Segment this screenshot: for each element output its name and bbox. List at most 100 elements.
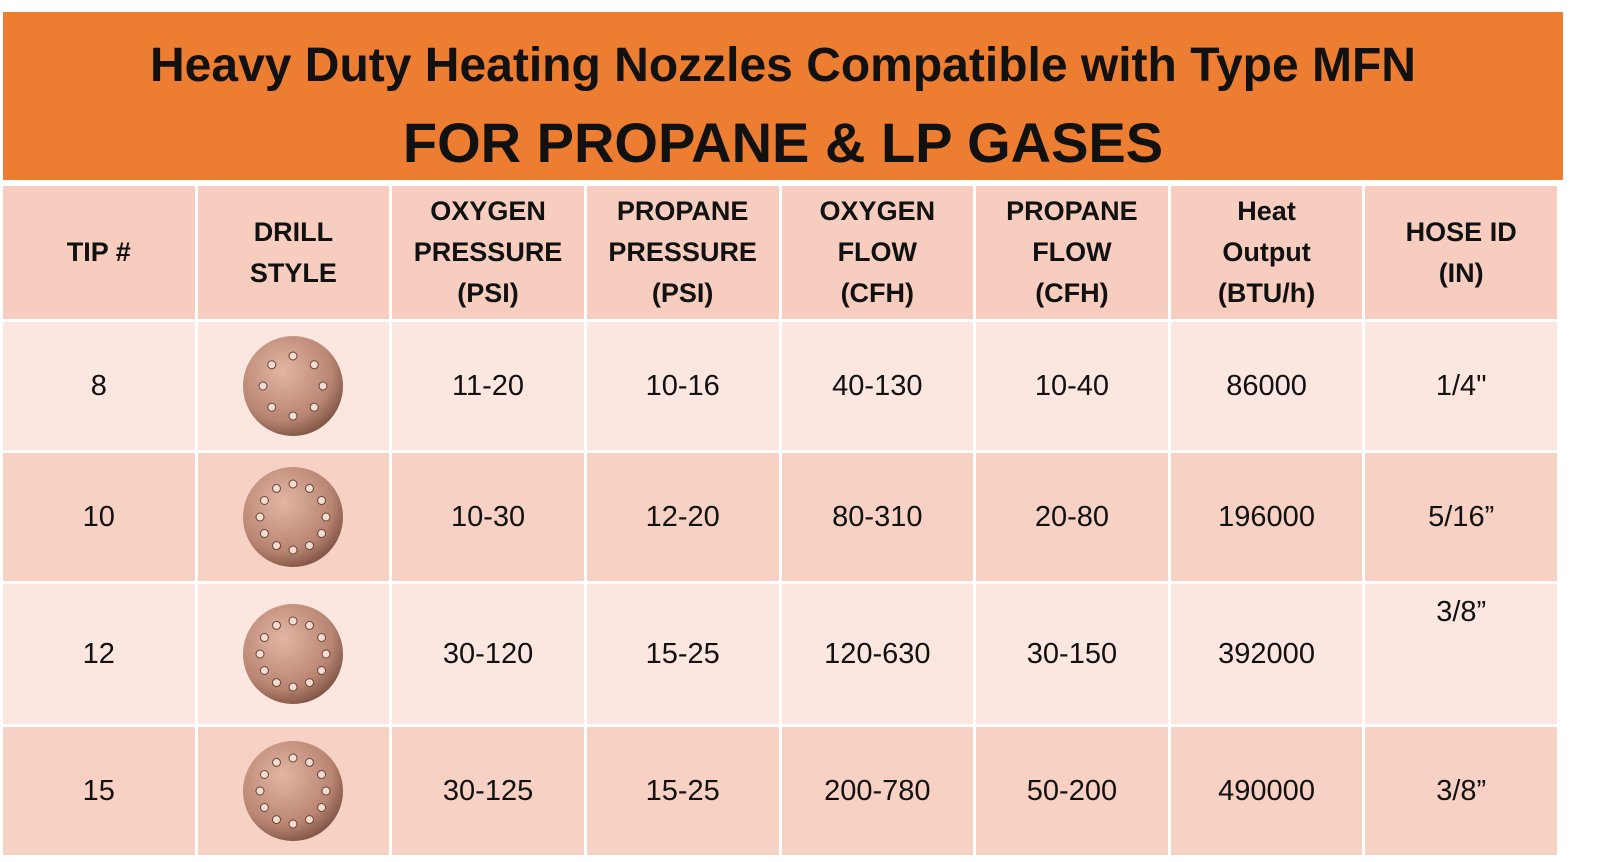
table-cell: 5/16” [1365,453,1557,581]
header-line: FLOW [1032,237,1112,267]
header-line: (CFH) [1035,278,1109,308]
nozzle-hole [288,545,298,555]
nozzle-hole [305,620,315,630]
header-line: PRESSURE [413,237,563,267]
column-header: PROPANE PRESSURE (PSI) [586,186,779,319]
header-line: TIP # [66,237,131,267]
header-line: PRESSURE [608,237,757,267]
table-cell: 392000 [1170,584,1363,724]
nozzle-hole [317,496,327,505]
nozzle-image [243,604,344,704]
nozzle-hole [318,381,328,391]
table-cell: 86000 [1170,322,1363,450]
nozzle-image [243,336,344,436]
nozzle-hole [260,803,270,812]
nozzle-hole [255,786,265,796]
table-cell: 50-200 [976,727,1168,855]
column-header: Heat Output (BTU/h) [1170,186,1363,319]
table-cell: 30-125 [392,727,584,855]
header-line: (CFH) [840,278,915,308]
table-cell: 10-30 [392,453,584,581]
nozzle-hole [267,402,277,412]
header-line: OXYGEN [430,196,546,226]
nozzle-hole [321,512,331,522]
nozzle-hole [260,496,270,505]
table-cell: 30-120 [392,584,584,724]
nozzle-hole [317,803,327,812]
table-cell: 3/8” [1365,727,1557,855]
nozzle-hole [288,819,298,829]
nozzle-hole [258,381,268,391]
table-row: 15 30-125 15-25 200-780 50-200 490000 3/8” [3,727,1557,855]
table-cell: 196000 [1170,453,1363,581]
table-cell: 20-80 [976,453,1168,581]
drill-style-cell [197,727,390,855]
nozzle-hole [260,666,270,675]
table-cell: 490000 [1170,727,1363,855]
table-cell: 80-310 [781,453,974,581]
table-cell: 15-25 [586,727,779,855]
header-row: TIP # DRILL STYLE OXYGEN PRESSURE (PSI) PROPAN… [3,186,1557,319]
table-cell: 15 [3,727,195,855]
nozzle-hole [305,815,315,825]
header-line: DRILL [253,216,334,247]
table-row: 10 10-30 12-20 80-310 20-80 196000 5/16” [3,453,1557,581]
table-cell: 3/8” [1365,584,1557,724]
nozzle-hole [255,512,265,522]
nozzle-hole [288,682,298,692]
table-cell: 12 [3,584,195,724]
nozzle-hole [260,529,270,538]
nozzle-hole [260,633,270,642]
nozzle-hole [272,483,282,493]
header-line: (PSI) [651,278,714,308]
nozzle-hole [272,678,282,688]
nozzle-hole [321,786,331,796]
header-line: (BTU/h) [1217,278,1316,308]
nozzle-hole [288,616,298,626]
table-row: 12 30-120 15-25 120-630 30-150 392000 3/8” [3,584,1557,724]
nozzle-hole [317,770,327,779]
nozzle-hole [317,529,327,538]
table-cell: 12-20 [586,453,779,581]
nozzle-face [243,467,344,567]
table-cell: 10-40 [976,322,1168,450]
nozzle-face [243,336,344,436]
table-cell: 120-630 [781,584,974,724]
nozzle-hole [288,479,298,489]
nozzle-hole [272,620,282,630]
table: TIP # DRILL STYLE OXYGEN PRESSURE (PSI) PROPAN… [0,183,1560,858]
table-cell: 40-130 [781,322,974,450]
nozzle-hole [272,815,282,825]
subtitle: FOR PROPANE & LP GASES [402,111,1164,174]
drill-style-cell [197,453,390,581]
nozzle-hole [317,633,327,642]
header-line: OXYGEN [819,196,936,226]
header-line: FLOW [837,237,918,267]
nozzle-hole [305,483,315,493]
nozzle-hole [260,770,270,779]
nozzle-face [243,604,344,704]
nozzle-hole [255,649,265,659]
nozzle-hole [310,360,320,370]
nozzle-hole [267,360,277,370]
nozzle-hole [321,649,331,659]
header-line: Output [1222,237,1311,267]
nozzle-hole [317,666,327,675]
nozzle-hole [310,402,320,412]
nozzle-hole [288,753,298,763]
column-header: TIP # [3,186,195,319]
title: Heavy Duty Heating Nozzles Compatible wi… [150,39,1416,92]
nozzle-hole [288,411,298,421]
nozzle-image [243,741,344,841]
column-header: OXYGEN FLOW (CFH) [781,186,974,319]
column-header: DRILL STYLE [197,186,390,319]
nozzle-face [243,741,344,841]
drill-style-cell [197,584,390,724]
banner: Heavy Duty Heating Nozzles Compatible wi… [3,12,1563,180]
header-line: Heat [1237,196,1296,226]
table-cell: 11-20 [392,322,584,450]
nozzle-hole [305,757,315,767]
header-line: HOSE ID [1405,216,1517,247]
drill-style-cell [197,322,390,450]
table-cell: 8 [3,322,195,450]
